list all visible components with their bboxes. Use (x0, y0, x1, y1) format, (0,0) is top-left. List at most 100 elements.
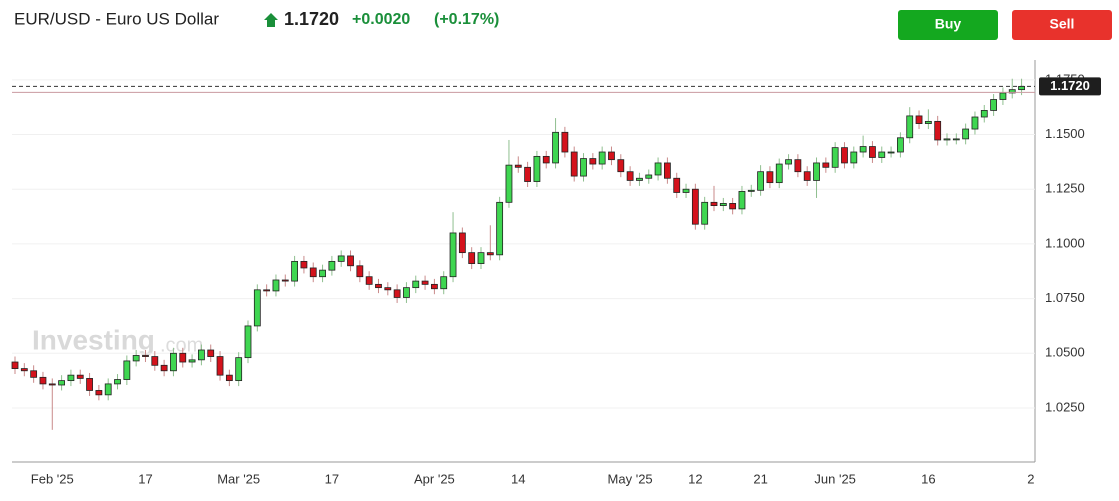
candle-body (719, 203, 727, 207)
candle-body (738, 190, 746, 210)
candle-body (328, 260, 336, 271)
sell-label[interactable]: Sell (1050, 16, 1075, 32)
candle-body (561, 131, 569, 153)
x-tick-label: 14 (511, 471, 525, 486)
candle-body (999, 92, 1007, 100)
candle-body (20, 368, 28, 372)
candle-body (384, 287, 392, 291)
candle-body (123, 360, 131, 380)
candle-body (403, 287, 410, 298)
candle-body (104, 383, 112, 396)
candle-body (496, 201, 504, 256)
y-tick-label: 1.1000 (1045, 235, 1085, 250)
buy-button[interactable] (898, 10, 998, 40)
price: 1.1720 (284, 9, 339, 29)
candle-body (841, 147, 848, 164)
candle-body (682, 188, 690, 193)
candle-body (589, 158, 597, 165)
candle-body (412, 280, 420, 289)
candle-body (67, 374, 75, 382)
candle-body (170, 352, 177, 372)
y-tick-label: 1.0250 (1045, 399, 1085, 414)
candle-body (934, 120, 942, 141)
candle-body (542, 155, 550, 164)
candle-body (524, 166, 531, 182)
candle-body (272, 279, 280, 292)
watermark-suffix: .com (160, 334, 203, 356)
candle-body (757, 171, 764, 191)
candle-body (365, 276, 373, 285)
candle-body (691, 188, 699, 225)
candle-body (207, 349, 215, 357)
candle-body (244, 325, 252, 359)
candle-body (775, 163, 783, 184)
candle-body (710, 201, 718, 207)
candle-body (86, 378, 93, 391)
candle-body (924, 120, 932, 124)
buy-label[interactable]: Buy (935, 16, 962, 32)
candle-body (570, 151, 578, 177)
candle-body (878, 151, 886, 158)
candle-body (281, 279, 289, 282)
y-tick-label: 1.1500 (1045, 126, 1085, 141)
candle-body (300, 260, 308, 269)
candle-body (626, 171, 634, 181)
x-tick-label: Mar '25 (217, 471, 260, 486)
candle-body (114, 379, 121, 385)
x-tick-label: Feb '25 (31, 471, 74, 486)
candle-body (309, 267, 317, 278)
candle-body (30, 370, 38, 378)
price-badge (1039, 77, 1101, 96)
candle-body (235, 357, 243, 382)
change-pct: (+0.17%) (434, 11, 499, 28)
candle-body (850, 151, 858, 164)
candle-body (48, 383, 56, 386)
candle-body (803, 171, 811, 181)
candle-body (421, 280, 429, 285)
candle-body (253, 289, 261, 327)
candle-body (197, 349, 205, 361)
candle-body (375, 283, 382, 289)
candle-body (76, 374, 84, 379)
candle-body (859, 146, 867, 153)
candle-body (962, 128, 970, 140)
x-tick-label: Apr '25 (414, 471, 455, 486)
candle-body (319, 269, 326, 278)
candle-body (263, 289, 271, 292)
title: EUR/USD - Euro US Dollar (14, 9, 219, 28)
candle-body (608, 151, 615, 161)
candle-body (785, 159, 792, 165)
x-tick-label: 2 (1027, 471, 1034, 486)
candle-body (151, 356, 159, 366)
candle-body (160, 364, 168, 372)
candle-body (952, 138, 960, 141)
candle-body (225, 374, 233, 382)
x-tick-label: 21 (753, 471, 767, 486)
sell-button[interactable] (1012, 10, 1112, 40)
candle-body (486, 252, 494, 256)
candle-body (449, 232, 457, 278)
candle-body (440, 276, 448, 290)
x-tick-label: 17 (138, 471, 152, 486)
candle-body (831, 147, 839, 168)
candle-body (747, 189, 755, 192)
x-tick-label: Jun '25 (814, 471, 856, 486)
candle-body (943, 138, 951, 141)
x-tick-label: 16 (921, 471, 935, 486)
candle-body (95, 390, 103, 396)
candle-body (654, 162, 662, 176)
x-tick-label: May '25 (608, 471, 653, 486)
candle-body (598, 151, 606, 165)
candle-body (11, 361, 19, 369)
candle-body (337, 255, 345, 262)
candle-body (673, 177, 681, 193)
price-badge-label: 1.1720 (1050, 78, 1090, 93)
candle-body (980, 110, 988, 118)
y-tick-label: 1.0500 (1045, 345, 1085, 360)
candle-body (915, 115, 923, 124)
candle-body (636, 177, 643, 181)
candle-body (430, 283, 438, 290)
candle-body (664, 162, 671, 179)
candle-body (580, 158, 587, 177)
